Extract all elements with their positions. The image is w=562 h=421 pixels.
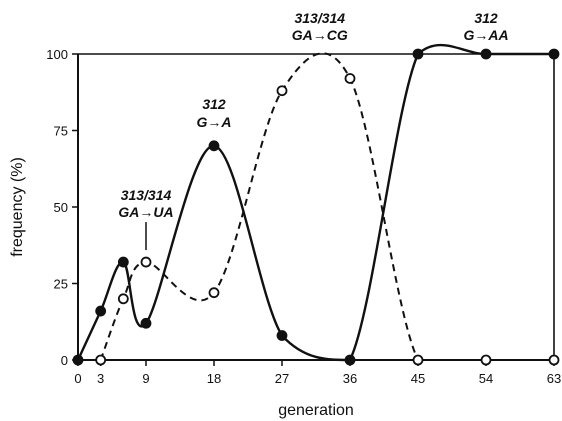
series-2-point: [412, 354, 424, 366]
series-1-point: [480, 48, 492, 60]
x-tick-label: 0: [74, 371, 81, 386]
annotation-position: 313/314: [121, 187, 172, 203]
x-tick-label: 36: [343, 371, 357, 386]
annotation-mutation: G→AA: [463, 27, 508, 43]
x-tick-label: 9: [142, 371, 149, 386]
x-tick-label: 63: [547, 371, 561, 386]
series-1-point: [276, 330, 288, 341]
series-2-point: [208, 287, 220, 299]
annotation-mutation: G→A: [197, 114, 232, 130]
y-axis-label: frequency (%): [9, 157, 26, 257]
series-2-point: [95, 354, 107, 366]
series-2-point: [117, 293, 129, 305]
series-1-point: [412, 48, 424, 60]
x-tick-label: 45: [411, 371, 425, 386]
annotation-position: 312: [202, 96, 226, 112]
series-2-point: [480, 354, 492, 366]
x-tick-label: 54: [479, 371, 493, 386]
y-tick-label: 50: [54, 200, 68, 215]
x-tick-label: 3: [97, 371, 104, 386]
y-tick-label: 25: [54, 277, 68, 292]
series-2-point: [140, 256, 152, 268]
annotation-mutation: GA→UA: [118, 204, 173, 220]
y-tick-label: 75: [54, 124, 68, 139]
annotation-position: 312: [474, 10, 498, 26]
series-2-line: [99, 52, 554, 361]
series-1-point: [344, 354, 356, 366]
axis-ticks: 0 3 9 18 27 36 45 54 63 0 25 50 75 100: [46, 47, 561, 386]
series-1-point: [140, 317, 152, 329]
x-tick-label: 27: [275, 371, 289, 386]
x-axis-label: generation: [278, 402, 354, 419]
series-2-point: [276, 85, 288, 97]
series-1-point: [95, 305, 107, 317]
y-tick-label: 0: [61, 353, 68, 368]
annotation-mutation: GA→CG: [292, 27, 348, 43]
series-markers: [72, 48, 560, 366]
y-tick-label: 100: [46, 47, 68, 62]
series-1-point: [548, 48, 560, 60]
series-1-point: [208, 140, 220, 152]
series-1-point: [72, 354, 84, 366]
x-tick-label: 18: [207, 371, 221, 386]
series-2-point: [344, 73, 356, 84]
series-1-point: [117, 256, 129, 268]
annotation-position: 313/314: [294, 10, 345, 26]
series-2-point: [548, 354, 560, 366]
